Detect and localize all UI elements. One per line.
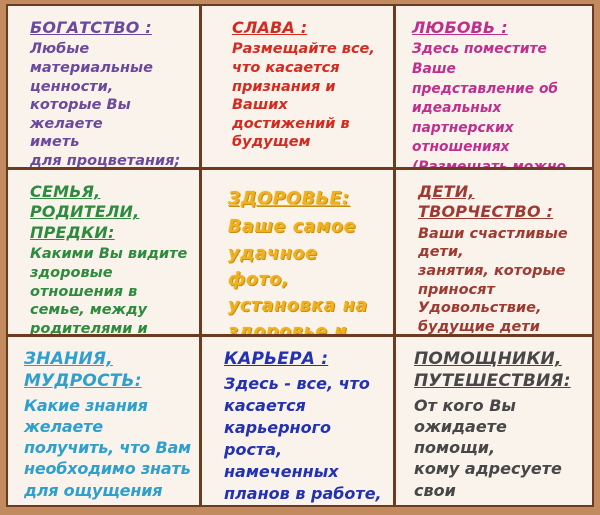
- health-body: Ваше самое удачное фото, установка на здоров…: [228, 217, 368, 334]
- knowledge-title: ЗНАНИЯ, МУДРОСТЬ:: [24, 349, 142, 391]
- career-title: КАРЬЕРА :: [224, 349, 329, 369]
- helpers-title: ПОМОЩНИКИ, ПУТЕШЕСТВИЯ:: [414, 349, 571, 391]
- knowledge-body: Какие знания желаете получить, что Вам нео…: [24, 395, 191, 506]
- family-body: Какими Вы видите здоровые отношения в семь…: [30, 246, 188, 334]
- cell-helpers: ПОМОЩНИКИ, ПУТЕШЕСТВИЯ: От кого Вы ожида…: [396, 337, 592, 505]
- wealth-title: БОГАТСТВО :: [30, 18, 152, 37]
- fame-body: Размещайте все, что касается признания и Ва…: [232, 41, 375, 151]
- fame-title: СЛАВА :: [232, 18, 308, 37]
- family-title: СЕМЬЯ, РОДИТЕЛИ, ПРЕДКИ:: [30, 182, 140, 242]
- love-body: Здесь поместите Ваше представление об иде…: [412, 41, 566, 167]
- wealth-body: Любые материальные ценности, которые Вы же…: [30, 41, 181, 167]
- wish-map-grid: БОГАТСТВО : Любые материальные ценности, к…: [6, 4, 594, 507]
- cell-career: КАРЬЕРА : Здесь - все, что касается карье…: [202, 337, 393, 505]
- children-body: Ваши счастливые дети, занятия, которые прин…: [418, 225, 568, 334]
- love-title: ЛЮБОВЬ :: [412, 18, 508, 37]
- cell-wealth: БОГАТСТВО : Любые материальные ценности, к…: [8, 6, 199, 167]
- cell-knowledge: ЗНАНИЯ, МУДРОСТЬ: Какие знания желаете по…: [8, 337, 199, 505]
- cell-health: ЗДОРОВЬЕ: Ваше самое удачное фото, установк…: [202, 170, 393, 334]
- children-title: ДЕТИ, ТВОРЧЕСТВО :: [418, 182, 554, 222]
- cell-children: ДЕТИ, ТВОРЧЕСТВО : Ваши счастливые дети, з…: [396, 170, 592, 334]
- career-body: Здесь - все, что касается карьерного роста…: [224, 373, 382, 504]
- cell-love: ЛЮБОВЬ : Здесь поместите Ваше представлен…: [396, 6, 592, 167]
- cell-family: СЕМЬЯ, РОДИТЕЛИ, ПРЕДКИ: Какими Вы видит…: [8, 170, 199, 334]
- cell-fame: СЛАВА : Размещайте все, что касается призн…: [202, 6, 393, 167]
- health-title: ЗДОРОВЬЕ:: [228, 189, 350, 209]
- helpers-body: От кого Вы ожидаете помощи, кому адресуете…: [414, 395, 562, 506]
